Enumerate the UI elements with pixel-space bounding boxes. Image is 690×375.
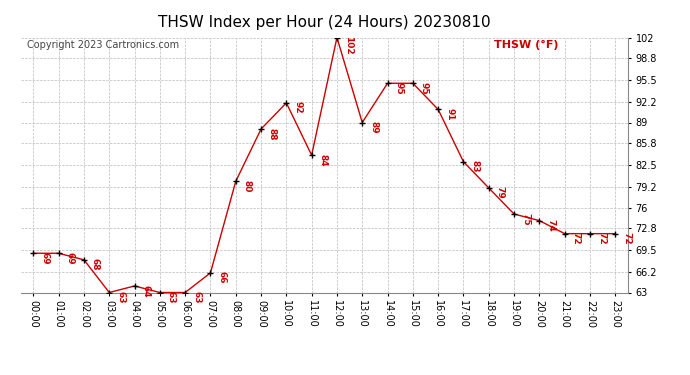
Text: 74: 74 <box>546 219 555 232</box>
Text: 64: 64 <box>141 285 150 297</box>
Text: 72: 72 <box>571 232 580 245</box>
Text: 91: 91 <box>445 108 454 121</box>
Text: 63: 63 <box>167 291 176 304</box>
Text: 83: 83 <box>471 160 480 173</box>
Text: 95: 95 <box>420 82 428 94</box>
Text: 80: 80 <box>243 180 252 192</box>
Text: 72: 72 <box>622 232 631 245</box>
Text: 69: 69 <box>40 252 49 264</box>
Text: Copyright 2023 Cartronics.com: Copyright 2023 Cartronics.com <box>27 40 179 50</box>
Text: THSW (°F): THSW (°F) <box>494 40 559 50</box>
Text: 69: 69 <box>66 252 75 264</box>
Text: THSW Index per Hour (24 Hours) 20230810: THSW Index per Hour (24 Hours) 20230810 <box>158 15 491 30</box>
Text: 72: 72 <box>597 232 606 245</box>
Text: 75: 75 <box>521 213 530 225</box>
Text: 102: 102 <box>344 36 353 55</box>
Text: 79: 79 <box>495 186 504 199</box>
Text: 95: 95 <box>395 82 404 94</box>
Text: 84: 84 <box>319 154 328 166</box>
Text: 88: 88 <box>268 128 277 140</box>
Text: 89: 89 <box>369 121 378 134</box>
Text: 63: 63 <box>192 291 201 304</box>
Text: 92: 92 <box>293 102 302 114</box>
Text: 68: 68 <box>91 258 100 271</box>
Text: 63: 63 <box>116 291 125 304</box>
Text: 66: 66 <box>217 272 226 284</box>
